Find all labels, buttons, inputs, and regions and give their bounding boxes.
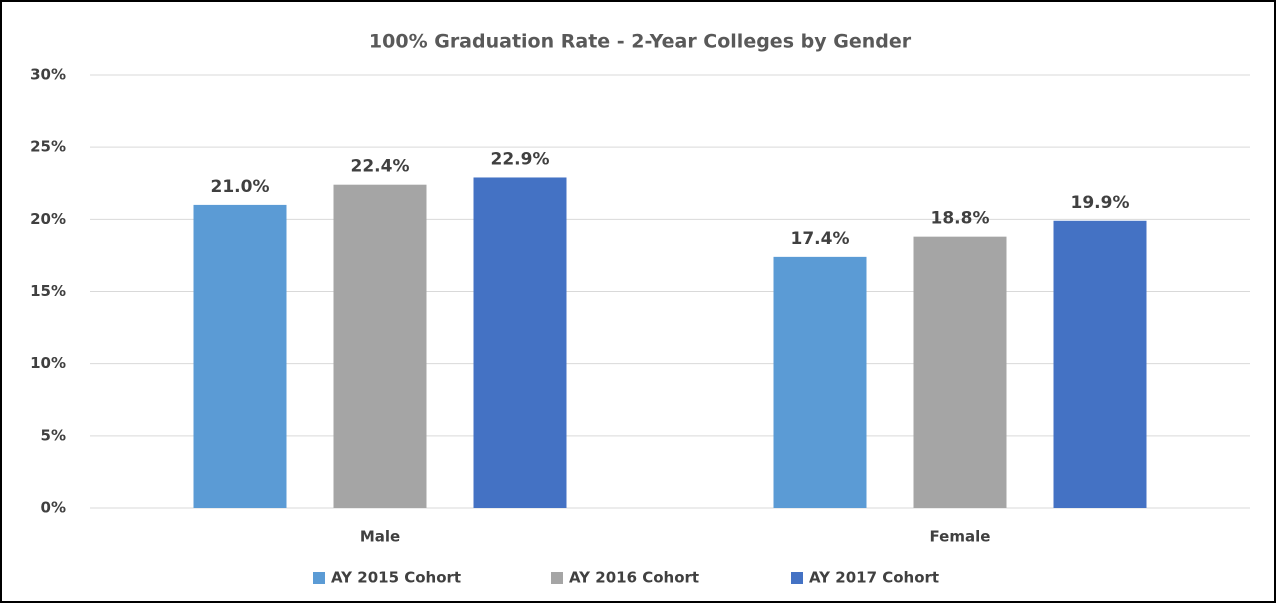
bar xyxy=(473,177,567,508)
bar xyxy=(333,184,427,508)
value-label: 18.8% xyxy=(931,209,990,229)
value-label: 22.9% xyxy=(491,149,550,169)
value-label: 21.0% xyxy=(211,177,270,197)
legend-label: AY 2016 Cohort xyxy=(569,569,699,587)
bar xyxy=(913,236,1007,509)
y-tick-label: 5% xyxy=(41,426,66,444)
value-label: 17.4% xyxy=(791,229,850,249)
x-tick-label: Male xyxy=(360,528,400,546)
chart-title: 100% Graduation Rate - 2-Year Colleges b… xyxy=(369,31,912,53)
y-tick-label: 10% xyxy=(30,354,66,372)
bar xyxy=(1053,220,1147,508)
value-label: 19.9% xyxy=(1071,193,1130,213)
legend-label: AY 2015 Cohort xyxy=(331,569,461,587)
y-tick-label: 0% xyxy=(41,499,66,517)
bar xyxy=(773,256,867,508)
bar xyxy=(193,204,287,508)
legend-swatch xyxy=(791,572,803,584)
y-tick-label: 15% xyxy=(30,282,66,300)
legend-swatch xyxy=(313,572,325,584)
y-tick-label: 30% xyxy=(30,66,66,84)
value-label: 22.4% xyxy=(351,157,410,177)
x-tick-label: Female xyxy=(930,528,991,546)
legend-swatch xyxy=(551,572,563,584)
y-tick-label: 25% xyxy=(30,138,66,156)
y-tick-label: 20% xyxy=(30,210,66,228)
legend-label: AY 2017 Cohort xyxy=(809,569,939,587)
